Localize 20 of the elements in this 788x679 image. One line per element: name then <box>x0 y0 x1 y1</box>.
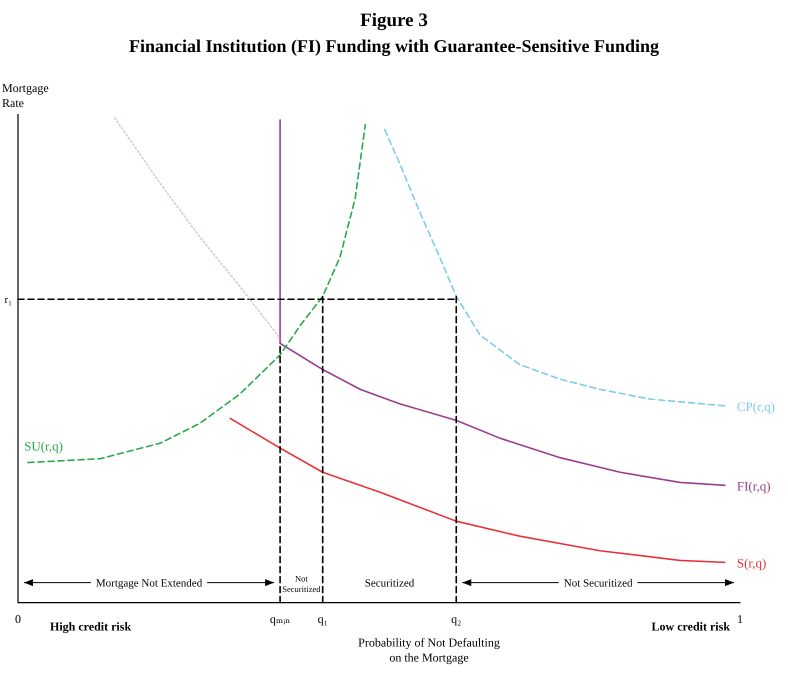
text: High credit risk <box>50 620 132 634</box>
x-tick-label: q₂ <box>451 612 462 626</box>
series-label: CP(r,q) <box>736 398 775 414</box>
annotation: Securitized <box>364 578 415 590</box>
x-tick-label: q₁ <box>318 612 328 626</box>
series-label: FI(r,q) <box>736 478 771 494</box>
chart-title: Figure 3 <box>360 10 428 31</box>
chart-subtitle: Financial Institution (FI) Funding with Guarantee-Sensitive Funding <box>128 36 660 56</box>
series-label: S(r,q) <box>736 555 766 570</box>
series-label: SU(r,q) <box>24 438 63 454</box>
y-axis-title: Mortgage Rate <box>2 81 49 110</box>
annotation: Not Securitized <box>282 573 322 594</box>
x-tick-label: qₘᵢₙ <box>270 612 290 626</box>
x-tick-label: 0 <box>15 612 21 626</box>
annotation: r₁ <box>4 294 12 306</box>
text: Low credit risk <box>652 620 730 634</box>
x-axis-title: Probability of Not Defaulting on the Mortgage <box>358 636 500 665</box>
annotation: Mortgage Not Extended <box>96 578 203 590</box>
annotation: Not Securitized <box>564 578 633 590</box>
x-tick-label: 1 <box>737 612 743 626</box>
